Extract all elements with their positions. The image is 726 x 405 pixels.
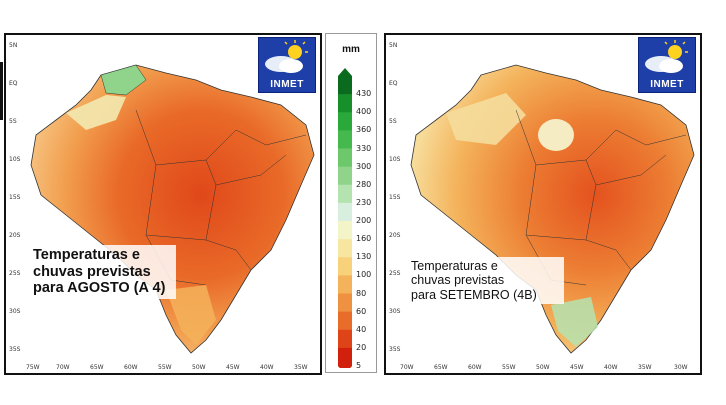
x-tick-label: 60W	[124, 364, 138, 371]
x-tick-label: 30W	[674, 364, 688, 371]
legend-tick-label: 360	[356, 125, 372, 135]
legend-color-swatch	[338, 112, 352, 131]
x-tick-label: 45W	[226, 364, 240, 371]
legend-color-swatch	[338, 275, 352, 294]
legend-color-swatch	[338, 148, 352, 168]
y-tick-label: 10S	[389, 156, 401, 163]
edge-marker	[0, 62, 3, 120]
x-tick-label: 55W	[158, 364, 172, 371]
y-tick-label: 15S	[9, 194, 21, 201]
legend-color-swatch	[338, 293, 352, 313]
legend-tick-label: 160	[356, 234, 372, 244]
x-tick-label: 70W	[400, 364, 414, 371]
legend-tick-label: 100	[356, 270, 372, 280]
y-tick-label: 15S	[389, 194, 401, 201]
legend-tick-label: 300	[356, 161, 372, 171]
legend-color-bar	[338, 68, 352, 368]
legend-color-swatch	[338, 76, 352, 95]
sun-cloud-icon	[265, 40, 308, 73]
legend-top-arrow	[338, 68, 352, 76]
y-tick-label: 5N	[389, 42, 397, 49]
y-tick-label: 5S	[389, 118, 397, 125]
legend-tick-label: 280	[356, 179, 372, 189]
x-tick-label: 75W	[26, 364, 40, 371]
x-tick-label: 65W	[90, 364, 104, 371]
y-tick-label: 20S	[389, 232, 401, 239]
x-tick-label: 55W	[502, 364, 516, 371]
y-tick-label: 10S	[9, 156, 21, 163]
x-tick-label: 35W	[294, 364, 308, 371]
legend-tick-label: 200	[356, 216, 372, 225]
legend-color-swatch	[338, 94, 352, 113]
y-tick-label: 35S	[389, 346, 401, 353]
caption-line: Temperaturas e	[33, 247, 140, 263]
x-tick-label: 60W	[468, 364, 482, 371]
x-tick-label: 50W	[192, 364, 206, 371]
x-tick-label: 50W	[536, 364, 550, 371]
x-axis-labels-right: 70W 65W 60W 55W 50W 45W 40W 35W 30W	[400, 364, 688, 371]
y-tick-label: 35S	[9, 346, 21, 353]
legend-color-swatch	[338, 130, 352, 149]
y-tick-label: 30S	[9, 308, 21, 315]
legend-unit: mm	[342, 44, 360, 55]
y-tick-label: 25S	[9, 270, 21, 277]
sun-cloud-icon	[645, 40, 688, 73]
inmet-logo: INMET	[638, 37, 696, 93]
forecast-map-september: 70W 65W 60W 55W 50W 45W 40W 35W 30W 5N E…	[384, 33, 702, 375]
inmet-logo: INMET	[258, 37, 316, 93]
legend-tick-label: 430	[356, 89, 372, 99]
legend-color-swatch	[338, 184, 352, 204]
map-caption-august: Temperaturas e chuvas previstas para AGO…	[30, 245, 176, 300]
caption-line: para AGOSTO (A 4)	[33, 280, 166, 297]
legend-tick-label: 20	[356, 342, 367, 352]
legend-color-swatch	[338, 221, 352, 240]
caption-line: chuvas previstas	[411, 273, 505, 288]
legend-tick-label: 130	[356, 252, 372, 262]
legend-color-swatch	[338, 239, 352, 258]
forecast-map-august: 75W 70W 65W 60W 55W 50W 45W 40W 35W 5N E…	[4, 33, 322, 375]
legend-color-swatch	[338, 257, 352, 276]
legend-tick-label: 230	[356, 197, 372, 207]
map-caption-september: Temperaturas e chuvas previstas para SET…	[408, 257, 564, 305]
legend-color-swatch	[338, 202, 352, 222]
brazil-map-august: 75W 70W 65W 60W 55W 50W 45W 40W 35W 5N E…	[9, 42, 315, 371]
caption-line: chuvas previstas	[33, 263, 151, 280]
y-axis-labels-right: 5N EQ 5S 10S 15S 20S 25S 30S 35S	[389, 42, 401, 353]
y-tick-label: 30S	[389, 308, 401, 315]
legend-tick-label: 5	[356, 361, 362, 370]
legend-color-swatch	[338, 166, 352, 186]
brazil-map-september: 70W 65W 60W 55W 50W 45W 40W 35W 30W 5N E…	[389, 42, 695, 371]
caption-line: Temperaturas e	[411, 259, 498, 273]
legend-tick-label: 400	[356, 107, 372, 117]
y-tick-label: EQ	[9, 80, 18, 87]
legend-color-swatch	[338, 311, 352, 331]
logo-label: INMET	[650, 79, 684, 90]
legend-tick-label: 330	[356, 143, 372, 153]
y-tick-label: 5N	[9, 42, 17, 49]
logo-label: INMET	[270, 79, 304, 90]
legend-color-swatch	[338, 329, 352, 349]
x-tick-label: 70W	[56, 364, 70, 371]
y-axis-labels-left: 5N EQ 5S 10S 15S 20S 25S 30S 35S	[9, 42, 21, 353]
x-tick-label: 65W	[434, 364, 448, 371]
x-tick-label: 35W	[638, 364, 652, 371]
x-axis-labels-left: 75W 70W 65W 60W 55W 50W 45W 40W 35W	[26, 364, 308, 371]
y-tick-label: 25S	[389, 270, 401, 277]
y-tick-label: 5S	[9, 118, 17, 125]
legend-tick-label: 60	[356, 306, 367, 316]
legend-tick-label: 80	[356, 288, 367, 298]
x-tick-label: 45W	[570, 364, 584, 371]
legend-tick-label: 40	[356, 324, 367, 334]
y-tick-label: 20S	[9, 232, 21, 239]
y-tick-label: EQ	[389, 80, 398, 87]
caption-line: para SETEMBRO (4B)	[411, 287, 537, 302]
x-tick-label: 40W	[604, 364, 618, 371]
precipitation-legend: mm 430 400 360 330 300 280 230 200 160 130 100 80 60…	[325, 33, 377, 373]
legend-color-swatch	[338, 347, 352, 367]
x-tick-label: 40W	[260, 364, 274, 371]
legend-bottom-arrow	[338, 366, 352, 368]
